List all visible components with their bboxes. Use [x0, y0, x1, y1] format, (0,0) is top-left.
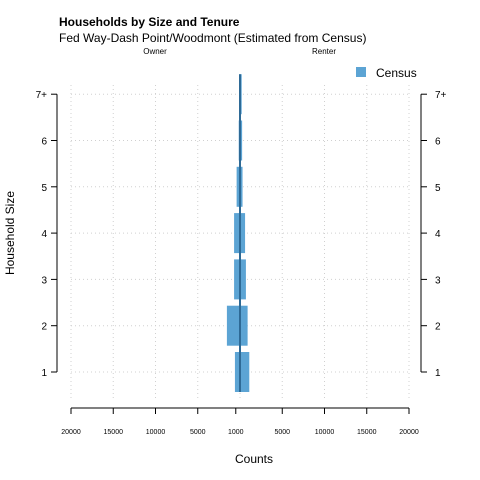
bar-renter-4 — [240, 213, 246, 254]
bar-renter-1 — [240, 352, 250, 392]
y-tick-label-left: 1 — [41, 368, 47, 379]
y-ticks-left: 1 2 3 4 5 6 7+ — [36, 90, 57, 379]
y-tick-label-right: 7+ — [435, 90, 447, 101]
chart-title: Households by Size and Tenure — [59, 15, 240, 29]
legend-swatch — [356, 67, 366, 77]
y-ticks-right: 1 2 3 4 5 6 7+ — [421, 90, 447, 379]
y-tick-label-left: 6 — [41, 137, 47, 148]
bar-renter-5 — [240, 166, 243, 207]
owner-label: Owner — [143, 47, 167, 56]
x-tick-label: 20000 — [61, 429, 81, 436]
x-tick-label: 15000 — [104, 429, 124, 436]
x-tick-label: 20000 — [399, 429, 419, 436]
legend-entry: Census — [376, 66, 417, 80]
bar-owner-5 — [236, 166, 240, 207]
y-tick-label-left: 7+ — [36, 90, 48, 101]
y-tick-label-right: 4 — [435, 229, 441, 240]
y-tick-label-right: 3 — [435, 275, 441, 286]
x-tick-label: 5000 — [190, 429, 206, 436]
y-tick-label-left: 4 — [41, 229, 47, 240]
bar-renter-3 — [240, 259, 246, 300]
y-tick-label-right: 6 — [435, 137, 441, 148]
x-tick-label: 1000 — [228, 429, 244, 436]
x-tick-label: 10000 — [146, 429, 166, 436]
bar-owner-3 — [234, 259, 240, 300]
chart-subtitle: Fed Way-Dash Point/Woodmont (Estimated f… — [59, 31, 366, 45]
x-tick-label: 15000 — [357, 429, 377, 436]
x-tick-label: 10000 — [315, 429, 335, 436]
bar-owner-2 — [226, 305, 240, 346]
y-tick-label-left: 2 — [41, 322, 47, 333]
x-tick-label: 5000 — [274, 429, 290, 436]
x-ticks: 20000 15000 10000 5000 1000 5000 10000 15000 200… — [61, 408, 419, 436]
bar-owner-4 — [234, 213, 240, 254]
renter-label: Renter — [312, 47, 336, 56]
y-tick-label-left: 3 — [41, 275, 47, 286]
bars — [226, 74, 250, 392]
bar-owner-1 — [234, 352, 240, 392]
bar-renter-2 — [240, 305, 248, 346]
y-tick-label-right: 1 — [435, 368, 441, 379]
x-axis-label: Counts — [235, 452, 273, 466]
y-tick-label-right: 5 — [435, 183, 441, 194]
y-tick-label-right: 2 — [435, 322, 441, 333]
y-tick-label-left: 5 — [41, 183, 47, 194]
y-axis-label: Household Size — [3, 191, 17, 275]
bar-renter-6 — [240, 120, 243, 161]
